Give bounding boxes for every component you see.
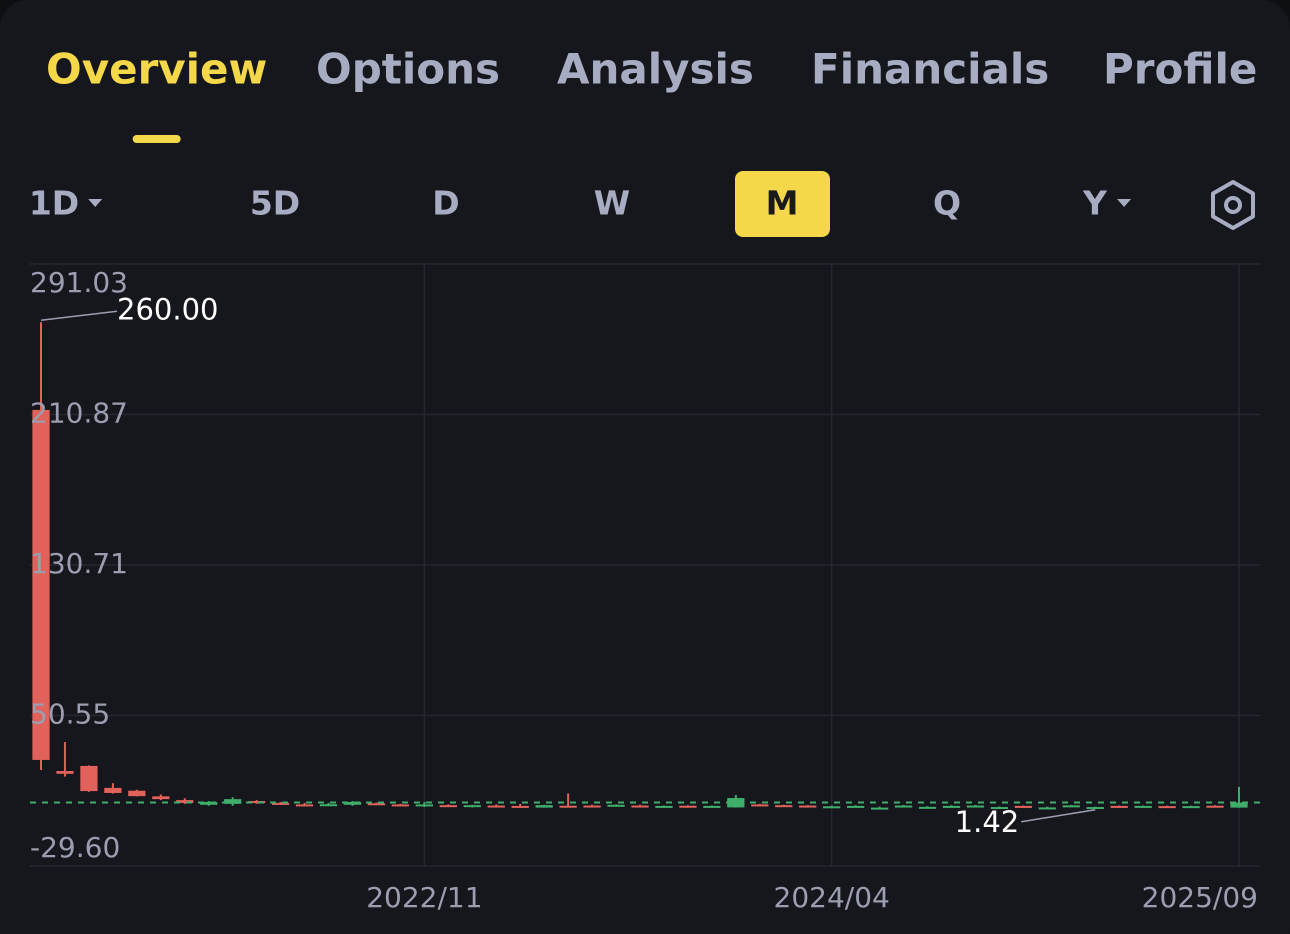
x-tick-label: 2025/09 (1142, 881, 1258, 914)
timeframe[interactable]: 1D (29, 184, 79, 223)
y-tick-label: -29.60 (30, 831, 120, 864)
timeframe[interactable]: D (432, 184, 459, 223)
timeframe[interactable]: 5D (250, 184, 300, 223)
candle-body (176, 800, 194, 803)
candle-body (655, 805, 673, 808)
candle-body (775, 805, 793, 808)
candle-body (799, 805, 817, 808)
candle-body (487, 805, 505, 808)
y-tick-label: 210.87 (30, 397, 128, 430)
candle-body (990, 807, 1009, 810)
candle-body (870, 807, 889, 810)
candle-body (271, 802, 290, 805)
tab[interactable]: Analysis (557, 45, 754, 94)
low-annotation: 1.42 (955, 805, 1020, 839)
timeframe[interactable]: Y (1082, 184, 1108, 223)
candle-body (823, 806, 841, 809)
x-tick-label: 2024/04 (774, 881, 890, 914)
tab[interactable]: Overview (46, 45, 267, 94)
x-tick-label: 2022/11 (366, 881, 482, 914)
candle-body (703, 805, 721, 808)
candle-body (1134, 805, 1152, 808)
candle-body (32, 409, 50, 760)
candle-body (1230, 802, 1248, 808)
annotation-leader (1021, 809, 1096, 823)
candle-body (1206, 805, 1224, 808)
high-annotation: 260.00 (117, 292, 218, 326)
grid (30, 263, 1260, 867)
candle-body (391, 804, 410, 807)
candle-body (343, 801, 362, 805)
timeframe[interactable]: M (766, 184, 799, 223)
candle-body (894, 805, 913, 808)
candle-body (439, 805, 457, 808)
candle-body (80, 765, 98, 792)
candle-body (727, 798, 745, 808)
tab[interactable]: Options (316, 45, 500, 94)
candle-body (559, 805, 577, 808)
candle-body (200, 801, 218, 805)
candle-body (1062, 805, 1080, 808)
candle-body (295, 804, 314, 807)
candle-body (966, 805, 985, 808)
dropdown-caret (88, 199, 103, 207)
timeframe[interactable]: W (594, 184, 630, 223)
candle-body (248, 801, 266, 804)
candle-body (1038, 807, 1056, 810)
candle-body (511, 805, 529, 808)
candle-body (104, 787, 122, 793)
settings-icon (1211, 180, 1255, 230)
candle-body (128, 790, 146, 797)
y-tick-label: 291.03 (30, 266, 128, 299)
annotation-leader (40, 310, 118, 322)
candle-body (847, 805, 865, 808)
candle-body (152, 796, 170, 800)
candle-body (463, 805, 481, 808)
candle-body (1182, 806, 1200, 809)
candle-body (607, 804, 625, 807)
candles (30, 322, 1260, 810)
candle-body (56, 770, 74, 774)
timeframe-highlight (735, 171, 830, 237)
candle-body (224, 799, 242, 804)
tab[interactable]: Financials (811, 45, 1049, 94)
settings-button[interactable] (1211, 180, 1255, 230)
dropdown-caret (1117, 199, 1132, 207)
candle-body (918, 806, 937, 809)
tab-indicator (132, 135, 181, 143)
candle-body (535, 805, 553, 808)
candle-body (751, 804, 769, 807)
candle-body (319, 804, 338, 807)
candle-body (1086, 807, 1104, 810)
timeframe[interactable]: Q (933, 184, 961, 223)
candle-body (942, 805, 961, 808)
settings-icon-center (1224, 196, 1242, 214)
candle-body (679, 805, 697, 808)
candle-body (415, 804, 433, 807)
labels: -29.60 50.55 130.71 210.87 291.03 2022/11 2024… (30, 266, 1258, 914)
candle-body (631, 805, 649, 808)
candle-body (1110, 805, 1128, 808)
candle-body (1158, 806, 1176, 809)
candle-body (367, 803, 386, 806)
y-tick-label: 130.71 (30, 547, 128, 580)
candle-body (1014, 805, 1032, 808)
tab[interactable]: Profile (1103, 45, 1257, 94)
y-tick-label: 50.55 (30, 698, 110, 731)
candle-body (583, 805, 601, 808)
